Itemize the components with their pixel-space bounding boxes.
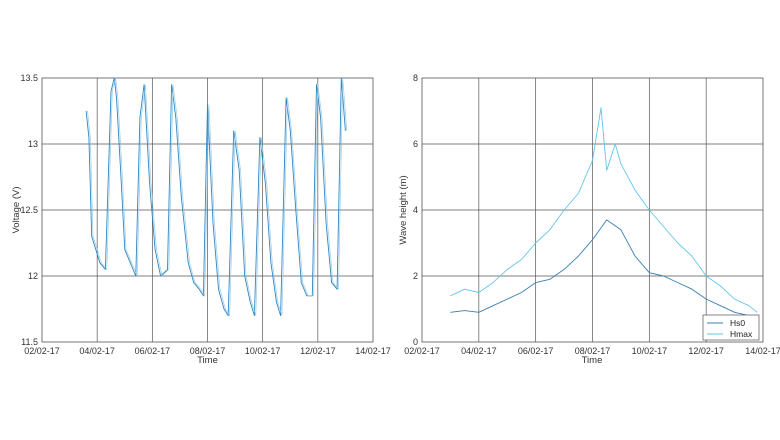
- voltage-y-ticks: 11.5 12 12.5 13 13.5: [20, 73, 38, 347]
- x-tick-label: 10/02-17: [632, 346, 668, 356]
- y-tick-label: 13: [28, 139, 38, 149]
- x-tick-label: 06/02-17: [518, 346, 554, 356]
- y-tick-label: 4: [413, 205, 418, 215]
- wave-legend: Hs0 Hmax: [702, 314, 760, 341]
- wave-x-ticks: 02/02-17 04/02-17 06/02-17 08/02-17 10/02-17…: [404, 346, 780, 356]
- x-tick-label: 12/02-17: [300, 346, 336, 356]
- y-tick-label: 11.5: [21, 337, 38, 347]
- x-tick-label: 10/02-17: [245, 346, 281, 356]
- voltage-x-ticks: 02/02-17 04/02-17 06/02-17 08/02-17 10/02-17…: [24, 346, 391, 356]
- x-tick-label: 02/02-17: [24, 346, 60, 356]
- wave-y-ticks: 0 2 4 6 8: [413, 73, 418, 347]
- x-tick-label: 08/02-17: [575, 346, 611, 356]
- x-tick-label: 04/02-17: [79, 346, 115, 356]
- voltage-chart: 02/02-17 04/02-17 06/02-17 08/02-17 10/02-17…: [11, 73, 391, 366]
- wave-height-chart: 02/02-17 04/02-17 06/02-17 08/02-17 10/02-17…: [398, 73, 780, 366]
- y-tick-label: 0: [413, 337, 418, 347]
- voltage-x-axis-label: Time: [197, 355, 218, 366]
- x-tick-label: 08/02-17: [190, 346, 226, 356]
- x-tick-label: 12/02-17: [688, 346, 724, 356]
- series-line-hs0: [450, 219, 758, 323]
- voltage-series-line: [85, 77, 346, 317]
- x-tick-label: 02/02-17: [404, 346, 440, 356]
- x-tick-label: 06/02-17: [135, 346, 171, 356]
- wave-y-axis-label: Wave height (m): [398, 175, 409, 244]
- y-tick-label: 12.5: [20, 205, 38, 215]
- x-tick-label: 04/02-17: [461, 346, 497, 356]
- y-tick-label: 6: [413, 139, 418, 149]
- y-tick-label: 12: [28, 271, 38, 281]
- legend-label-hmax: Hmax: [730, 329, 753, 339]
- wave-series: [450, 107, 758, 323]
- wave-x-axis-label: Time: [582, 355, 603, 366]
- voltage-y-axis-label: Voltage (V): [11, 187, 22, 234]
- legend-box: [702, 314, 760, 341]
- legend-label-hs0: Hs0: [730, 318, 745, 328]
- x-tick-label: 14/02-17: [355, 346, 391, 356]
- voltage-grid: [42, 78, 373, 342]
- y-tick-label: 8: [413, 73, 418, 83]
- voltage-series: [85, 77, 348, 317]
- voltage-series-shadow-line: [87, 77, 348, 317]
- series-line-hmax: [450, 107, 758, 313]
- y-tick-label: 2: [413, 271, 418, 281]
- x-tick-label: 14/02-17: [745, 346, 780, 356]
- y-tick-label: 13.5: [20, 73, 38, 83]
